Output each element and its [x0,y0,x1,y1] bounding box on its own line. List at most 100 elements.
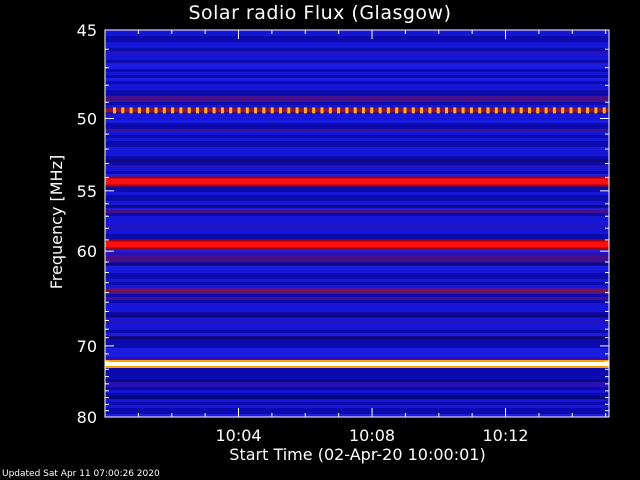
heatmap-row [105,111,609,114]
heatmap-row [105,387,609,390]
heatmap-row [105,63,609,66]
heatmap-row [105,393,609,396]
heatmap-row [105,228,609,231]
heatmap-row [105,150,609,153]
heatmap-row [105,135,609,138]
heatmap-row [105,282,609,285]
band-dash [536,107,540,114]
band-dash [411,107,415,114]
heatmap-row [105,399,609,402]
heatmap-row [105,267,609,270]
band-dash [328,107,332,114]
heatmap-row [105,30,609,33]
heatmap-row [105,192,609,195]
band-dash [395,107,399,114]
heatmap-row [105,153,609,156]
x-tick-label: 10:04 [215,426,261,445]
updated-timestamp: Updated Sat Apr 11 07:00:26 2020 [2,469,160,479]
x-axis-label: Start Time (02-Apr-20 10:00:01) [229,445,486,464]
heatmap-row [105,252,609,255]
heatmap-row [105,330,609,333]
heatmap-row [105,93,609,96]
band-dash [544,107,548,114]
band-dash [137,107,141,114]
heatmap-row [105,123,609,126]
heatmap-row [105,279,609,282]
band-dash [212,107,216,114]
intense-bands [105,107,609,369]
heatmap-row [105,297,609,300]
heatmap-row [105,36,609,39]
heatmap-row [105,75,609,78]
heatmap-row [105,372,609,375]
heatmap-row [105,132,609,135]
band-dash [494,107,498,114]
band-dash [511,107,515,114]
heatmap-row [105,105,609,108]
heatmap-row [105,69,609,72]
heatmap-dark-stripe [105,262,609,266]
heatmap-row [105,351,609,354]
y-tick-label: 70 [77,337,97,356]
heatmap-row [105,189,609,192]
chart-title: Solar radio Flux (Glasgow) [188,2,452,24]
band-dash [353,107,357,114]
heatmap-row [105,294,609,297]
heatmap-row [105,195,609,198]
band-dash [370,107,374,114]
band-dash [602,107,606,114]
heatmap-row [105,237,609,240]
heatmap-row [105,255,609,258]
band-dash [503,107,507,114]
x-tick-label: 10:08 [349,426,395,445]
band-dash [154,107,158,114]
heatmap-row [105,339,609,342]
heatmap-row [105,51,609,54]
heatmap-row [105,141,609,144]
heatmap-row [105,213,609,216]
heatmap-row [105,165,609,168]
heatmap-row [105,381,609,384]
y-tick-label: 50 [77,109,97,128]
band-dash [453,107,457,114]
heatmap-row [105,249,609,252]
heatmap-row [105,129,609,132]
y-tick-label: 55 [77,182,97,201]
band-dash [303,107,307,114]
heatmap-row [105,234,609,237]
heatmap-dark-stripe [105,378,609,382]
heatmap-row [105,90,609,93]
spectrogram-heatmap [105,30,609,417]
band-dash [428,107,432,114]
band-dash [378,107,382,114]
heatmap-row [105,84,609,87]
heatmap-row [105,414,609,417]
band-dash [478,107,482,114]
heatmap-row [105,210,609,213]
band-dash [279,107,282,114]
heatmap-row [105,147,609,150]
band-dash [561,107,565,114]
band-dash [196,107,199,114]
heatmap-row [105,342,609,345]
band-dash [386,107,390,114]
heatmap-row [105,276,609,279]
heatmap-row [105,144,609,147]
band-dash [312,107,316,114]
heatmap-row [105,312,609,315]
heatmap-row [105,300,609,303]
heatmap-row [105,81,609,84]
heatmap-row [105,168,609,171]
axes: 45 50 55 60 70 80 10:04 10:08 10:12 [77,21,610,445]
heatmap-row [105,261,609,264]
band-dash [519,107,523,114]
heatmap-row [105,207,609,210]
heatmap-row [105,96,609,99]
heatmap-row [105,324,609,327]
heatmap-row [105,348,609,351]
band-dash [445,107,448,114]
y-tick-label: 80 [77,408,97,427]
band-dash [121,107,125,114]
heatmap-row [105,66,609,69]
